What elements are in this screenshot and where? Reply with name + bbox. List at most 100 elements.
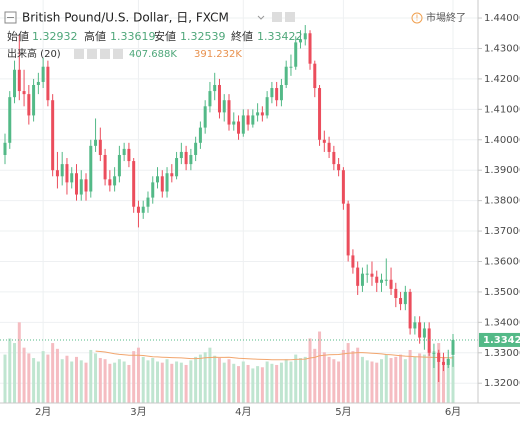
status-icon[interactable] [411, 12, 423, 24]
status-text: 市場終了 [426, 11, 466, 24]
settings-icon[interactable] [272, 12, 282, 22]
volume-bar [303, 356, 307, 403]
candle-body [146, 197, 150, 207]
volume-bar [413, 356, 417, 403]
volume-icon[interactable] [74, 49, 84, 59]
volume-bar [41, 351, 45, 403]
candle-body [408, 291, 412, 329]
candle-body [122, 148, 126, 155]
candle-body [98, 139, 102, 155]
volume-bar [294, 354, 298, 403]
volume-bar [246, 364, 250, 403]
volume-bar [160, 362, 164, 403]
volume-bar [175, 361, 179, 403]
volume-bar [3, 354, 7, 403]
candle-body [179, 151, 183, 159]
candle-body [384, 279, 388, 281]
x-tick-label: 2月 [35, 406, 51, 418]
candle-body [141, 206, 145, 213]
y-tick-label: 1.41000 [484, 104, 520, 115]
candle-body [313, 63, 317, 89]
volume-bar [265, 361, 269, 403]
volume-bar [360, 356, 364, 403]
volume-bar [313, 348, 317, 403]
candle-body [346, 203, 350, 256]
y-tick-label: 1.36000 [484, 256, 520, 267]
status-icon-mark: ! [415, 14, 418, 23]
candle-body [22, 91, 26, 95]
candle-body [113, 176, 117, 186]
candle-body [279, 84, 283, 101]
volume-bar [156, 361, 160, 403]
volume-bar [427, 348, 431, 403]
volume-bar [55, 348, 59, 403]
y-tick-label: 1.37000 [484, 226, 520, 237]
volume-bar [13, 343, 17, 403]
candle-body [332, 151, 336, 165]
volume-bar [251, 368, 255, 403]
candle-body [446, 358, 450, 365]
candle-body [170, 173, 174, 177]
volume-bar [103, 359, 107, 403]
volume-ma-line [95, 350, 454, 361]
x-tick-label: 3月 [130, 406, 146, 418]
high-label: 高値 [84, 29, 106, 43]
volume-last: 407.688K [129, 49, 177, 60]
volume-bar [151, 358, 155, 403]
volume-bar [51, 343, 55, 403]
candle-body [437, 352, 441, 362]
y-tick-label: 1.39000 [484, 165, 520, 176]
volume-bar [346, 343, 350, 403]
volume-title: 出来高 (20) [7, 47, 61, 60]
volume-bar [308, 338, 312, 403]
volume-icon[interactable] [113, 49, 123, 59]
candle-body [370, 273, 374, 277]
volume-bar [432, 351, 436, 403]
candle-body [294, 42, 298, 67]
candle-body [222, 100, 226, 113]
volume-bar [260, 367, 264, 403]
collapse-icon[interactable] [4, 11, 17, 24]
candle-body [256, 112, 260, 116]
volume-bar [146, 360, 150, 403]
volume-bar [189, 360, 193, 403]
candle-body [237, 121, 241, 134]
volume-bar [298, 358, 302, 403]
volume-bar [446, 359, 450, 403]
candle-body [394, 288, 398, 299]
volume-bar [198, 354, 202, 403]
volume-bar [394, 356, 398, 403]
candle-body [380, 279, 384, 283]
volume-bar [184, 364, 188, 403]
volume-bar [399, 354, 403, 403]
volume-bar [403, 359, 407, 403]
volume-bar [141, 356, 145, 403]
volume-bar [380, 359, 384, 403]
low-label: 安値 [154, 29, 176, 43]
candle-body [403, 291, 407, 305]
dropdown-icon[interactable] [257, 15, 265, 20]
y-tick-label: 1.32000 [484, 378, 520, 389]
volume-bar [341, 349, 345, 403]
volume-icon[interactable] [87, 49, 97, 59]
candle-body [108, 179, 112, 186]
candle-body [246, 115, 250, 125]
volume-icon[interactable] [100, 49, 110, 59]
volume-bar [70, 361, 74, 403]
volume-bar [108, 363, 112, 403]
candle-body [351, 255, 355, 268]
settings-icon[interactable] [285, 12, 295, 22]
x-tick-label: 4月 [235, 406, 251, 418]
candle-body [117, 154, 121, 177]
y-tick-label: 1.33000 [484, 348, 520, 359]
volume-bar [408, 349, 412, 403]
candle-body [203, 106, 207, 128]
y-tick-label: 1.38000 [484, 196, 520, 207]
volume-bar [60, 359, 64, 403]
high-value: 1.33619 [110, 30, 156, 43]
candle-body [327, 142, 331, 152]
candle-body [79, 179, 83, 195]
volume-bar [284, 359, 288, 403]
candle-body [389, 279, 393, 289]
